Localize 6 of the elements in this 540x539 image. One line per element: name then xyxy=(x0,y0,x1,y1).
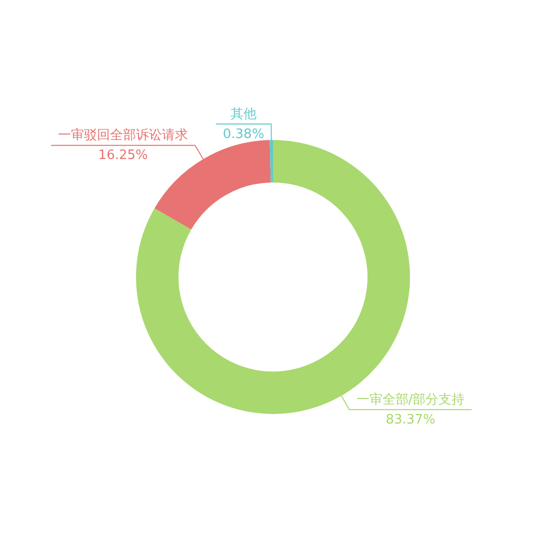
data-label: 83.37% xyxy=(386,412,436,428)
slice-label: 一审驳回全部诉讼请求 xyxy=(58,127,188,144)
data-label: 0.38% xyxy=(222,126,264,142)
slice-label: 一审全部/部分支持 xyxy=(356,391,465,408)
data-label: 16.25% xyxy=(98,148,148,164)
slice-label: 其他 xyxy=(230,106,257,122)
